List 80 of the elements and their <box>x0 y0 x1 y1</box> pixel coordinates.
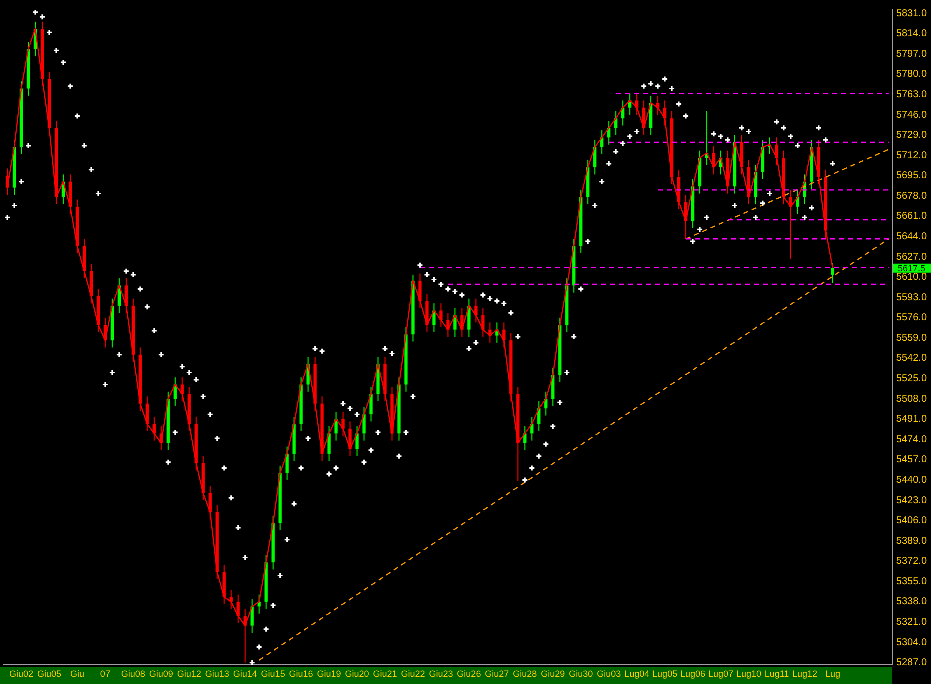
y-tick-label: 5508.0 <box>896 394 928 405</box>
x-tick-label: Giu02 <box>9 669 34 680</box>
y-tick-label: 5814.0 <box>896 28 928 40</box>
y-tick-label: 5661.0 <box>896 211 928 222</box>
x-tick-label: Giu22 <box>401 669 426 680</box>
candlestick <box>418 273 422 309</box>
y-tick-label: 5559.0 <box>896 332 928 344</box>
y-tick-label: 5576.0 <box>896 312 928 324</box>
x-tick-label: Lug11 <box>764 669 790 680</box>
y-tick-label: 5763.0 <box>896 89 928 100</box>
x-tick-label: Giu09 <box>149 669 174 680</box>
x-tick-label: Giu05 <box>37 669 62 680</box>
x-tick-label: Giu30 <box>569 669 594 680</box>
candlestick <box>432 303 436 333</box>
x-tick-label: 07 <box>100 669 110 680</box>
x-tick-label: Giu08 <box>121 669 146 680</box>
x-tick-label: Giu23 <box>429 669 454 680</box>
candlestick <box>334 412 338 442</box>
y-tick-label: 5542.0 <box>896 353 928 364</box>
y-tick-label: 5389.0 <box>896 536 928 547</box>
y-tick-label: 5321.0 <box>896 616 928 628</box>
x-tick-label: Lug06 <box>680 669 706 680</box>
x-tick-label: Giu15 <box>261 669 286 680</box>
x-tick-label: Giu28 <box>513 669 538 680</box>
x-tick-label: Giu14 <box>233 669 258 680</box>
x-tick-label: Giu19 <box>317 669 342 680</box>
y-tick-label: 5695.0 <box>896 170 928 182</box>
y-tick-label: 5831.0 <box>896 8 928 20</box>
y-tick-label: 5525.0 <box>896 374 928 385</box>
text: 5617.5 <box>898 263 926 274</box>
x-tick-label: Giu27 <box>485 669 510 680</box>
x-tick-label: Lug07 <box>708 669 734 680</box>
y-tick-label: 5355.0 <box>896 576 928 588</box>
candlestick <box>831 262 835 284</box>
y-tick-label: 5474.0 <box>896 434 928 446</box>
x-tick-label: Giu26 <box>457 669 482 680</box>
y-tick-label: 5712.0 <box>896 150 928 162</box>
y-tick-label: 5338.0 <box>896 596 928 608</box>
y-tick-label: 5780.0 <box>896 69 928 80</box>
y-tick-label: 5644.0 <box>896 232 928 243</box>
candlestick <box>356 426 359 457</box>
x-tick-label: Lug10 <box>736 669 762 680</box>
y-tick-label: 5746.0 <box>896 110 928 121</box>
candlestick <box>426 294 429 333</box>
y-tick-label: 5457.0 <box>896 454 928 466</box>
y-tick-label: 5729.0 <box>896 130 928 142</box>
x-tick-label: Lug05 <box>652 669 678 680</box>
y-tick-label: 5304.0 <box>896 637 928 648</box>
candlestick <box>362 406 366 442</box>
y-tick-label: 5423.0 <box>896 495 928 506</box>
y-tick-label: 5372.0 <box>896 556 928 568</box>
y-tick-label: 5440.0 <box>896 474 928 486</box>
x-tick-label: Giu12 <box>177 669 202 680</box>
y-tick-label: 5627.0 <box>896 252 928 263</box>
x-tick-label: Giu29 <box>541 669 566 680</box>
x-tick-label: Lug04 <box>624 669 650 680</box>
candlestick <box>482 308 485 338</box>
x-tick-label: Giu21 <box>373 669 398 680</box>
y-tick-label: 5406.0 <box>896 516 928 527</box>
candlestick <box>474 298 478 324</box>
y-tick-label: 5678.0 <box>896 190 928 202</box>
x-tick-label: Lug <box>825 669 840 680</box>
candlestick <box>328 426 331 462</box>
x-tick-label: Giu03 <box>597 669 622 680</box>
y-tick-label: 5610.0 <box>896 272 928 284</box>
y-tick-label: 5593.0 <box>896 292 928 304</box>
candlestick <box>468 298 471 338</box>
x-tick-label: Giu20 <box>345 669 370 680</box>
y-tick-label: 5287.0 <box>896 658 928 669</box>
candlestick <box>440 303 443 328</box>
candlestick <box>286 446 289 481</box>
candlestick <box>370 386 373 422</box>
x-tick-label: Lug12 <box>792 669 818 680</box>
x-tick-label: Giu13 <box>205 669 230 680</box>
y-tick-label: 5491.0 <box>896 414 928 426</box>
candlestick <box>348 421 352 457</box>
x-tick-label: Giu16 <box>289 669 314 680</box>
y-tick-label: 5797.0 <box>896 48 928 60</box>
x-tick-label: Giu <box>70 669 84 680</box>
candlestick <box>342 412 345 437</box>
